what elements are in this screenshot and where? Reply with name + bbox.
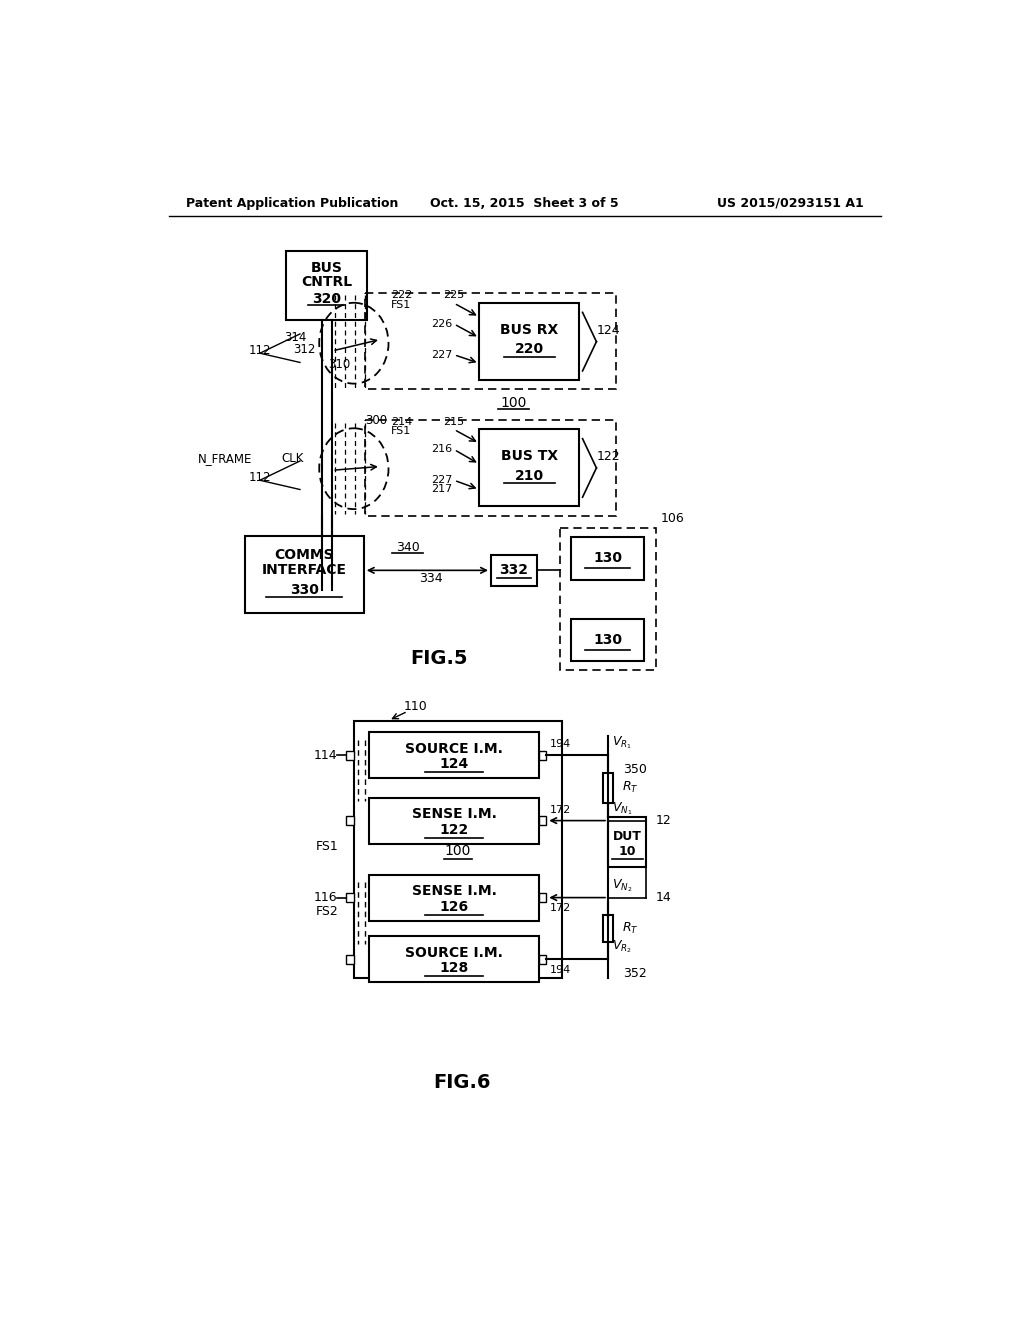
- Text: BUS TX: BUS TX: [501, 449, 558, 463]
- Text: 226: 226: [431, 319, 453, 329]
- Text: 112: 112: [249, 345, 271, 358]
- Text: 300: 300: [366, 413, 387, 426]
- Text: 350: 350: [624, 763, 647, 776]
- Bar: [560, 528, 656, 671]
- Text: 217: 217: [431, 484, 453, 495]
- Text: 310: 310: [328, 358, 350, 371]
- Bar: [370, 733, 539, 779]
- Text: FS2: FS2: [315, 906, 339, 917]
- Bar: [479, 429, 580, 507]
- Text: CNTRL: CNTRL: [301, 275, 352, 289]
- Bar: [366, 420, 615, 516]
- Text: 225: 225: [443, 290, 465, 301]
- Text: 340: 340: [396, 541, 420, 554]
- Bar: [539, 954, 547, 964]
- Bar: [539, 751, 547, 760]
- Bar: [346, 816, 354, 825]
- Text: BUS RX: BUS RX: [501, 323, 558, 337]
- Bar: [370, 874, 539, 921]
- Text: SENSE I.M.: SENSE I.M.: [412, 808, 497, 821]
- Text: 312: 312: [293, 343, 315, 356]
- Text: 124: 124: [597, 323, 621, 337]
- Bar: [539, 816, 547, 825]
- Bar: [490, 554, 538, 586]
- Text: 194: 194: [550, 739, 570, 750]
- Text: CLK: CLK: [282, 453, 304, 465]
- Text: 172: 172: [550, 805, 570, 814]
- Bar: [602, 915, 613, 942]
- Bar: [346, 751, 354, 760]
- Text: 330: 330: [290, 582, 318, 597]
- Text: 216: 216: [431, 445, 452, 454]
- Bar: [286, 251, 367, 321]
- Bar: [539, 892, 547, 903]
- Text: FS1: FS1: [391, 426, 411, 436]
- Text: 114: 114: [313, 748, 337, 762]
- Text: $V_{N_1}$: $V_{N_1}$: [611, 800, 632, 817]
- Bar: [346, 892, 354, 903]
- Text: 100: 100: [444, 845, 471, 858]
- Text: 352: 352: [624, 966, 647, 979]
- Text: 227: 227: [431, 475, 453, 486]
- Text: 126: 126: [439, 900, 469, 913]
- Text: 130: 130: [593, 552, 622, 565]
- Text: 12: 12: [655, 814, 672, 828]
- Bar: [571, 537, 644, 579]
- Text: 122: 122: [439, 822, 469, 837]
- Text: INTERFACE: INTERFACE: [262, 564, 347, 577]
- Bar: [366, 293, 615, 389]
- Text: DUT: DUT: [612, 829, 642, 842]
- Text: 222: 222: [391, 290, 413, 301]
- Text: 172: 172: [550, 903, 570, 913]
- Text: 112: 112: [249, 471, 271, 484]
- Text: 320: 320: [312, 292, 341, 305]
- Text: 334: 334: [419, 572, 442, 585]
- Text: 314: 314: [284, 330, 306, 343]
- Text: 110: 110: [403, 700, 427, 713]
- Text: SOURCE I.M.: SOURCE I.M.: [406, 742, 503, 756]
- Text: $V_{N_2}$: $V_{N_2}$: [611, 878, 632, 894]
- Text: 100: 100: [501, 396, 526, 411]
- Text: N_FRAME: N_FRAME: [198, 453, 252, 465]
- Text: FS1: FS1: [315, 840, 339, 853]
- Text: 124: 124: [439, 758, 469, 771]
- Text: 194: 194: [550, 965, 570, 975]
- Bar: [479, 304, 580, 380]
- Text: 210: 210: [515, 469, 544, 483]
- Text: FIG.6: FIG.6: [433, 1073, 490, 1092]
- Text: 14: 14: [655, 891, 672, 904]
- Bar: [571, 619, 644, 661]
- Text: 220: 220: [515, 342, 544, 356]
- Text: COMMS: COMMS: [274, 548, 334, 562]
- Bar: [354, 721, 562, 978]
- Bar: [602, 774, 613, 803]
- Text: $V_{R_1}$: $V_{R_1}$: [611, 735, 632, 751]
- Text: 106: 106: [660, 512, 684, 525]
- Text: 116: 116: [313, 891, 337, 904]
- Text: FIG.5: FIG.5: [410, 649, 467, 668]
- Text: Patent Application Publication: Patent Application Publication: [186, 197, 398, 210]
- Text: SENSE I.M.: SENSE I.M.: [412, 884, 497, 899]
- Text: $R_T$: $R_T$: [622, 921, 638, 936]
- Text: $V_{R_2}$: $V_{R_2}$: [611, 939, 632, 956]
- Text: FS1: FS1: [391, 300, 411, 310]
- Text: 215: 215: [443, 417, 464, 426]
- Bar: [346, 954, 354, 964]
- Text: $R_T$: $R_T$: [622, 780, 638, 796]
- Text: 128: 128: [439, 961, 469, 975]
- Text: SOURCE I.M.: SOURCE I.M.: [406, 946, 503, 960]
- Bar: [370, 797, 539, 843]
- Text: 130: 130: [593, 634, 622, 647]
- Text: 227: 227: [431, 350, 453, 360]
- Bar: [370, 936, 539, 982]
- Bar: [245, 536, 364, 612]
- Bar: [608, 817, 646, 867]
- Text: 122: 122: [597, 450, 621, 463]
- Text: Oct. 15, 2015  Sheet 3 of 5: Oct. 15, 2015 Sheet 3 of 5: [430, 197, 620, 210]
- Text: 332: 332: [500, 564, 528, 577]
- Text: 10: 10: [618, 845, 636, 858]
- Text: 214: 214: [391, 417, 412, 426]
- Text: US 2015/0293151 A1: US 2015/0293151 A1: [717, 197, 863, 210]
- Text: BUS: BUS: [310, 261, 342, 275]
